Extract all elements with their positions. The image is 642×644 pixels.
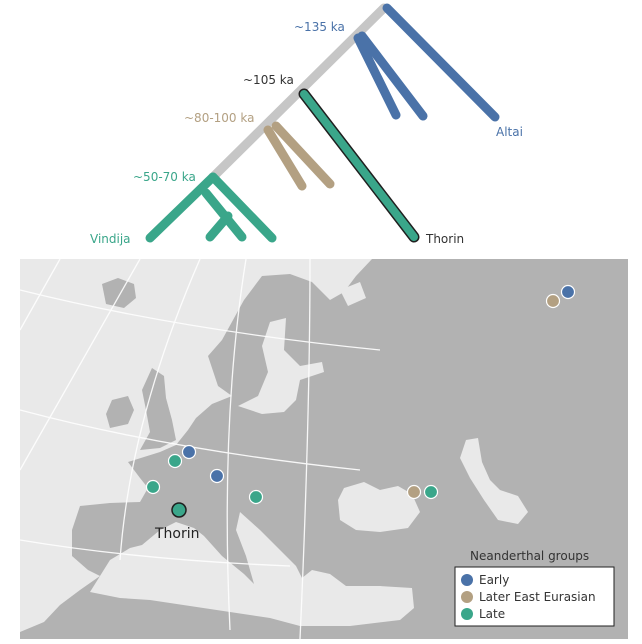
legend-swatch-later-east-eurasian — [461, 591, 473, 603]
later-east-branch — [271, 121, 335, 189]
tip-label-vindija: Vindija — [90, 232, 131, 246]
legend-swatch-early — [461, 574, 473, 586]
phylogenetic-tree — [145, 3, 500, 243]
node-label-early: ~135 ka — [294, 20, 345, 34]
site-marker-early[interactable] — [181, 444, 197, 460]
black-sea — [338, 482, 420, 532]
caspian-sea — [460, 438, 528, 524]
tip-label-altai: Altai — [496, 125, 523, 139]
legend: Neanderthal groups Early Later East Eura… — [454, 549, 615, 627]
site-marker-late[interactable] — [423, 484, 439, 500]
node-label-late: ~50-70 ka — [133, 170, 196, 184]
early-branch — [357, 31, 428, 121]
early-branch — [353, 33, 401, 120]
site-marker-later-east-eurasian[interactable] — [545, 293, 561, 309]
tip-label-thorin: Thorin — [425, 232, 464, 246]
ireland — [106, 396, 134, 428]
iceland — [102, 278, 136, 308]
graticule — [20, 259, 381, 639]
altai-branch — [382, 3, 500, 122]
site-marker-late[interactable] — [145, 479, 161, 495]
late-branch — [208, 172, 277, 243]
later-east-branch — [263, 125, 307, 191]
atlantic-sea — [20, 259, 372, 632]
site-marker-later-east-eurasian[interactable] — [406, 484, 422, 500]
site-marker-late[interactable] — [167, 453, 183, 469]
baltic-sea — [238, 318, 324, 414]
map-sites — [145, 284, 576, 518]
site-marker-early[interactable] — [209, 468, 225, 484]
vindija-branch — [145, 172, 218, 243]
legend-label-late: Late — [479, 607, 505, 621]
site-marker-late[interactable] — [248, 489, 264, 505]
white-sea — [340, 282, 366, 306]
britain — [140, 368, 176, 450]
legend-swatch-late — [461, 608, 473, 620]
node-label-later-east: ~80-100 ka — [184, 111, 254, 125]
legend-label-early: Early — [479, 573, 509, 587]
site-marker-thorin[interactable] — [171, 502, 187, 518]
mediterranean-sea — [90, 512, 414, 626]
legend-box — [454, 566, 615, 627]
legend-title: Neanderthal groups — [470, 549, 589, 563]
thorin-branch — [300, 90, 418, 241]
legend-label-later-east-eurasian: Later East Eurasian — [479, 590, 596, 604]
site-label-thorin: Thorin — [154, 526, 200, 542]
late-branch — [205, 211, 233, 242]
site-marker-early[interactable] — [560, 284, 576, 300]
node-label-thorin: ~105 ka — [243, 73, 294, 87]
